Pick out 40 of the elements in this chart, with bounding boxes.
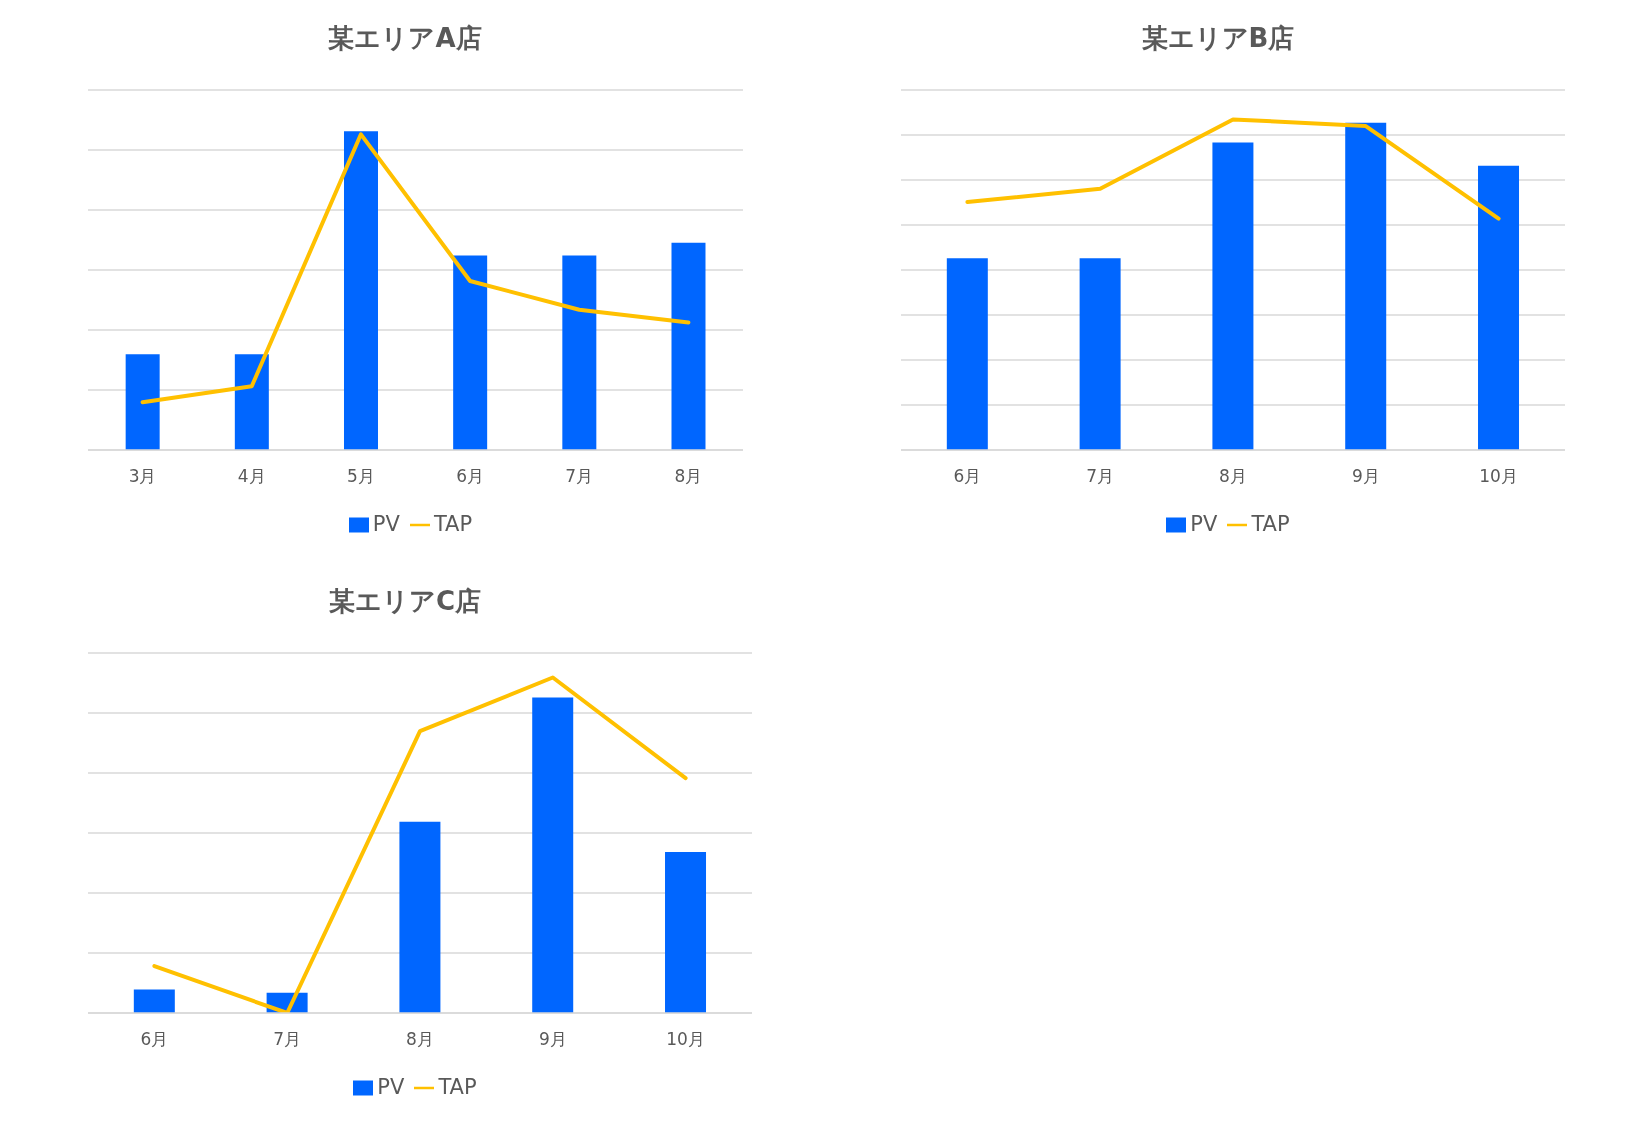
x-tick-label: 6月: [456, 466, 484, 487]
bar: [1345, 122, 1387, 450]
x-tick-label: 8月: [406, 1029, 434, 1050]
bar: [133, 989, 175, 1013]
x-tick-label: 10月: [666, 1029, 705, 1050]
bar: [344, 131, 378, 450]
chart-title: 某エリアB店: [1140, 22, 1296, 55]
x-tick-label: 6月: [953, 466, 982, 487]
bar: [671, 242, 706, 450]
bar: [665, 851, 707, 1013]
legend-label: TAP: [438, 1075, 477, 1099]
bar: [399, 821, 441, 1013]
x-tick-label: 8月: [1219, 466, 1247, 487]
bar: [125, 354, 160, 450]
bar: [1079, 258, 1121, 450]
legend-label: TAP: [433, 512, 473, 536]
x-tick-label: 7月: [1086, 466, 1115, 487]
legend-label: TAP: [1251, 512, 1290, 536]
x-tick-label: 4月: [237, 466, 266, 487]
x-tick-label: 8月: [674, 466, 703, 487]
x-tick-label: 9月: [1351, 466, 1380, 487]
x-tick-label: 9月: [538, 1029, 567, 1050]
bar: [453, 255, 488, 450]
bar: [234, 354, 269, 450]
legend-label: PV: [377, 1075, 405, 1099]
bar: [1478, 165, 1520, 450]
chart-title: 某エリアA店: [327, 22, 483, 55]
legend-label: PV: [372, 512, 400, 536]
x-tick-label: 5月: [347, 466, 375, 487]
bar: [1212, 142, 1254, 450]
legend-label: PV: [1190, 512, 1218, 536]
chart-title: 某エリアC店: [327, 585, 483, 618]
bar: [532, 697, 574, 1013]
bar: [946, 258, 988, 450]
x-tick-label: 7月: [273, 1029, 302, 1050]
bar: [562, 255, 597, 450]
x-tick-label: 10月: [1479, 466, 1518, 487]
x-tick-label: 7月: [565, 466, 594, 487]
x-tick-label: 3月: [128, 466, 157, 487]
x-tick-label: 6月: [140, 1029, 169, 1050]
